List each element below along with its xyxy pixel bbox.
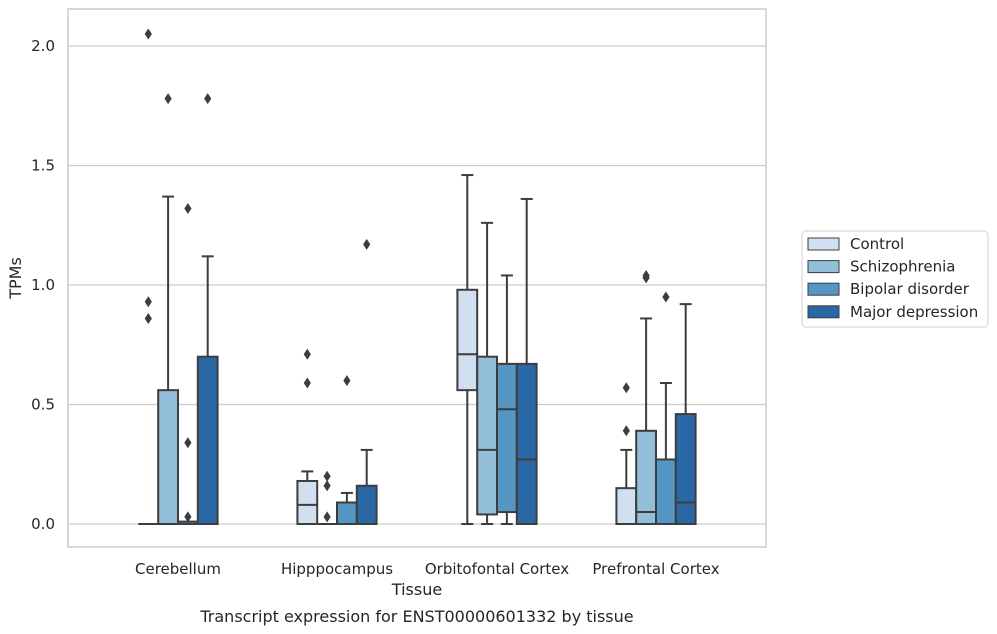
box bbox=[177, 203, 199, 525]
outlier-point bbox=[343, 375, 351, 387]
box-body bbox=[196, 355, 219, 526]
x-tick-labels: Cerebellum Hipppocampus Orbitofontal Corte… bbox=[135, 560, 720, 578]
legend-swatch bbox=[807, 305, 840, 319]
outlier-point bbox=[323, 470, 331, 482]
legend-item: Schizophrenia bbox=[807, 258, 955, 276]
box-series-group bbox=[138, 28, 697, 526]
box bbox=[296, 348, 319, 526]
box bbox=[336, 375, 358, 525]
outlier-point bbox=[144, 28, 152, 40]
x-tick-label: Hipppocampus bbox=[281, 560, 393, 578]
figure-caption: Transcript expression for ENST0000060133… bbox=[199, 607, 633, 626]
box-body bbox=[674, 413, 697, 525]
outlier-point bbox=[622, 425, 630, 437]
outlier-point bbox=[323, 480, 331, 492]
outlier-point bbox=[303, 348, 311, 360]
box-body bbox=[615, 487, 638, 525]
y-tick-label: 1.0 bbox=[31, 276, 55, 294]
box-body bbox=[635, 429, 658, 526]
outlier-point bbox=[144, 296, 152, 308]
plot-frame bbox=[67, 8, 767, 548]
legend-item: Major depression bbox=[807, 303, 978, 321]
y-tick-label: 2.0 bbox=[31, 37, 55, 55]
legend: Control Schizophrenia Bipolar disorder Majo… bbox=[801, 230, 989, 328]
x-tick-label: Orbitofontal Cortex bbox=[425, 560, 569, 578]
y-tick-label: 1.5 bbox=[31, 157, 55, 175]
outlier-point bbox=[204, 93, 212, 105]
y-axis-title: TPMs bbox=[6, 257, 25, 300]
legend-item: Control bbox=[807, 235, 904, 253]
y-tick-label: 0.0 bbox=[31, 515, 55, 533]
series-major-depression bbox=[196, 93, 697, 526]
outlier-point bbox=[642, 272, 650, 284]
box bbox=[196, 93, 219, 526]
box-body bbox=[655, 458, 677, 525]
legend-label: Major depression bbox=[850, 303, 978, 321]
box-body bbox=[336, 501, 358, 525]
box bbox=[615, 382, 638, 525]
box bbox=[674, 303, 697, 525]
box bbox=[456, 174, 479, 525]
legend-label: Control bbox=[850, 235, 904, 253]
box bbox=[157, 93, 179, 525]
outlier-point bbox=[164, 93, 172, 105]
x-tick-label: Prefrontal Cortex bbox=[592, 560, 719, 578]
legend-label: Bipolar disorder bbox=[850, 280, 970, 298]
box-body bbox=[456, 288, 479, 392]
legend-swatch bbox=[807, 237, 840, 251]
box-body bbox=[496, 362, 518, 514]
box-body bbox=[355, 484, 378, 526]
legend-item: Bipolar disorder bbox=[807, 280, 970, 298]
box bbox=[355, 238, 378, 526]
outlier-point bbox=[363, 238, 371, 250]
outlier-point bbox=[184, 437, 192, 449]
legend-swatch bbox=[807, 260, 840, 274]
outlier-point bbox=[184, 511, 192, 523]
y-tick-label: 0.5 bbox=[31, 396, 55, 414]
box bbox=[496, 274, 518, 525]
outlier-point bbox=[622, 382, 630, 394]
outlier-point bbox=[662, 291, 670, 303]
series-control bbox=[138, 28, 638, 526]
box-body bbox=[157, 389, 179, 525]
outlier-point bbox=[303, 377, 311, 389]
box-body bbox=[296, 479, 319, 526]
outlier-point bbox=[144, 312, 152, 324]
y-tick-labels: 0.0 0.5 1.0 1.5 2.0 bbox=[31, 37, 55, 533]
box bbox=[317, 470, 337, 525]
box bbox=[476, 221, 499, 525]
x-tick-label: Cerebellum bbox=[135, 560, 221, 578]
box-body bbox=[515, 362, 538, 525]
box bbox=[515, 197, 538, 525]
box-body bbox=[476, 355, 499, 516]
box bbox=[138, 28, 159, 525]
legend-frame bbox=[801, 230, 989, 328]
series-schizophrenia bbox=[157, 93, 658, 526]
legend-label: Schizophrenia bbox=[850, 258, 955, 276]
box bbox=[655, 291, 677, 525]
outlier-point bbox=[184, 203, 192, 215]
x-axis-title: Tissue bbox=[391, 580, 442, 599]
legend-swatch bbox=[807, 282, 840, 296]
series-bipolar-disorder bbox=[177, 203, 677, 525]
outlier-point bbox=[323, 511, 331, 523]
box bbox=[635, 269, 658, 526]
